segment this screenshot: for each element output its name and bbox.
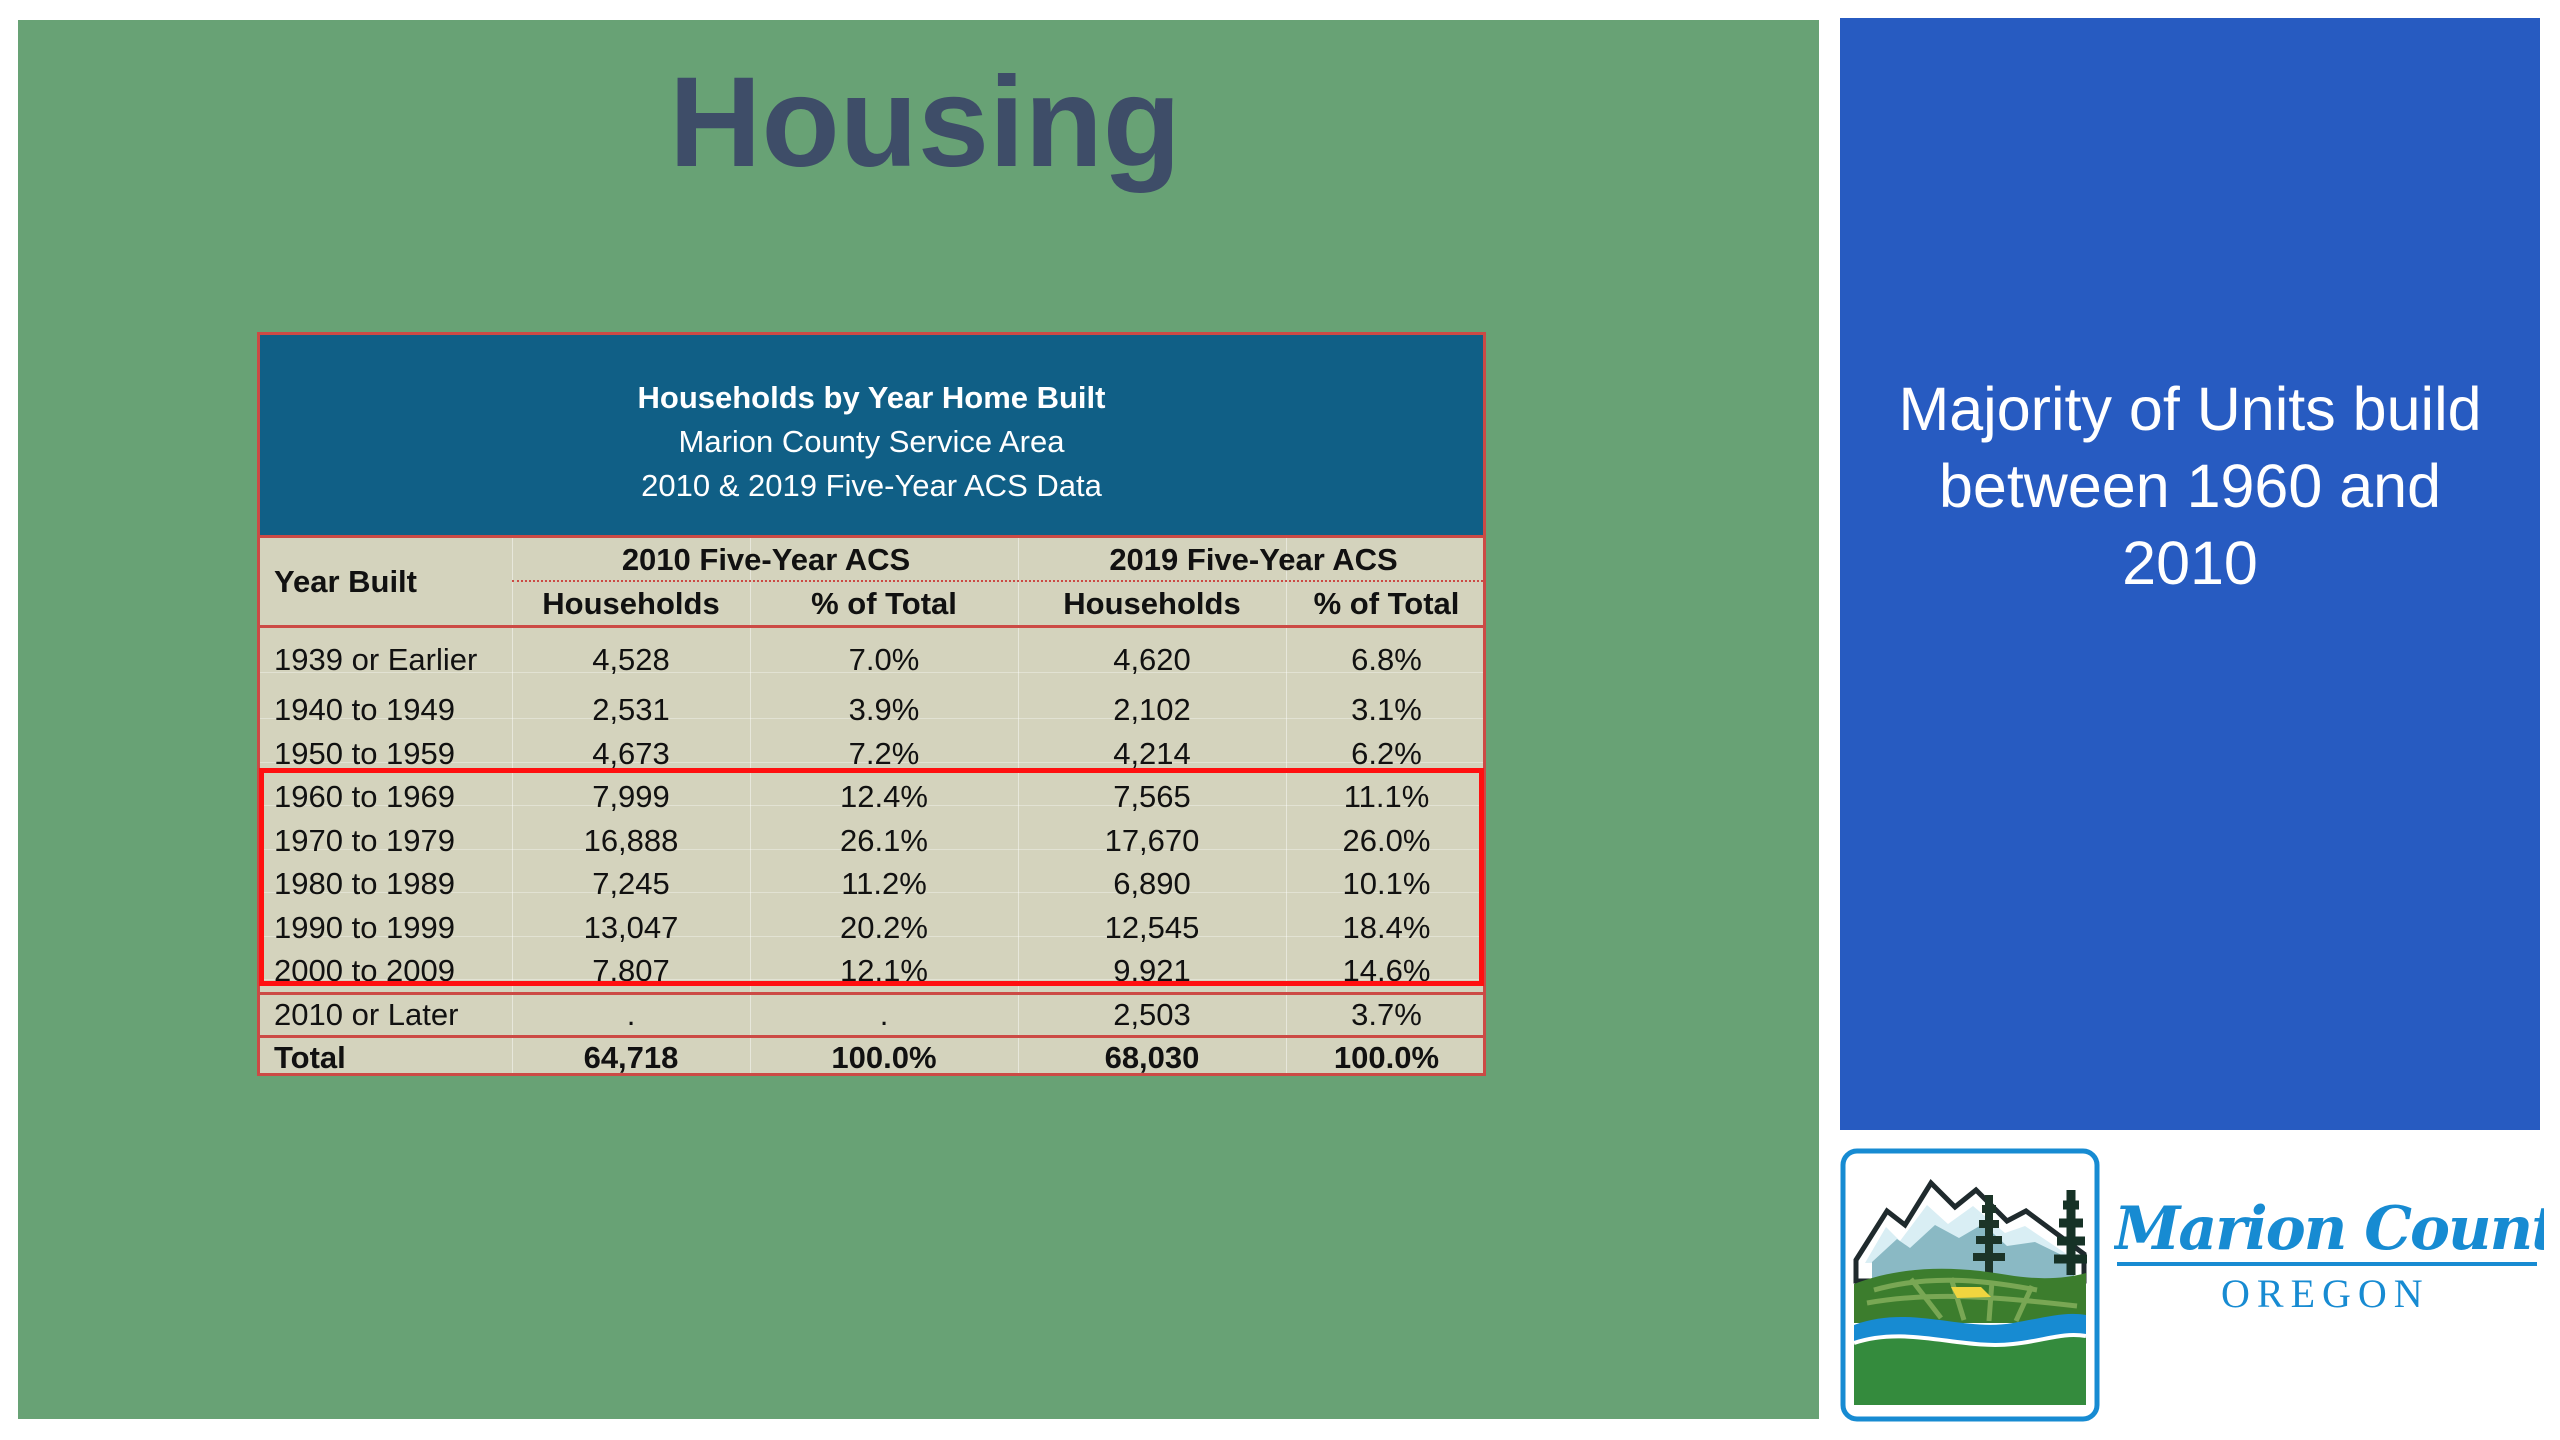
table-row-divider <box>260 892 1483 893</box>
table-column-divider <box>1286 536 1287 1073</box>
table-source: 2010 & 2019 Five-Year ACS Data <box>641 468 1102 503</box>
header-bottom-border <box>260 535 1483 538</box>
households-2019-cell: 2,102 <box>1113 692 1191 727</box>
table-row: 1940 to 1949 2,531 3.9% 2,102 3.1% <box>260 688 1483 731</box>
households-2010-cell: 7,807 <box>592 953 670 988</box>
households-by-year-built-table: Households by Year Home Built Marion Cou… <box>257 332 1486 1076</box>
table-row-divider <box>260 762 1483 763</box>
table-row: 1950 to 1959 4,673 7.2% 4,214 6.2% <box>260 732 1483 775</box>
table-column-divider <box>512 536 513 1073</box>
acs-2019-header: 2019 Five-Year ACS <box>1109 542 1398 577</box>
column-header-bottom-border <box>260 625 1483 628</box>
logo-underline <box>2117 1262 2537 1266</box>
percent-total-2019-header: % of Total <box>1313 586 1460 621</box>
households-2010-cell: 2,531 <box>592 692 670 727</box>
key-finding-text: Majority of Units build between 1960 and… <box>1898 375 2482 597</box>
table-subtitle: Marion County Service Area <box>678 424 1065 459</box>
households-2019-cell: 4,620 <box>1113 642 1191 677</box>
percent-total-2019-cell: 3.1% <box>1351 692 1422 727</box>
households-2010-cell: 13,047 <box>583 910 679 945</box>
percent-total-2010-cell: 12.1% <box>840 953 928 988</box>
total-top-border <box>260 992 1483 995</box>
percent-total-2019-cell: 6.2% <box>1351 736 1422 771</box>
table-row: 1990 to 1999 13,047 20.2% 12,545 18.4% <box>260 906 1483 949</box>
households-2019-cell: 4,214 <box>1113 736 1191 771</box>
percent-total-2010-cell: . <box>879 997 889 1032</box>
households-2010-cell: . <box>626 997 636 1032</box>
households-2019-cell: 17,670 <box>1104 823 1200 858</box>
percent-total-2019-cell: 6.8% <box>1351 642 1422 677</box>
year-built-cell: 2010 or Later <box>274 997 459 1032</box>
table-row: 1980 to 1989 7,245 11.2% 6,890 10.1% <box>260 862 1483 905</box>
table-row: 1960 to 1969 7,999 12.4% 7,565 11.1% <box>260 775 1483 818</box>
households-2010-cell: 7,245 <box>592 866 670 901</box>
table-row-divider <box>260 936 1483 937</box>
percent-total-2019-cell: 10.1% <box>1342 866 1431 901</box>
percent-total-2019-cell: 14.6% <box>1342 953 1431 988</box>
year-built-cell: 1980 to 1989 <box>274 866 456 901</box>
percent-total-2010-header: % of Total <box>811 586 957 621</box>
table-row-divider <box>260 805 1483 806</box>
households-2010-cell: 16,888 <box>583 823 679 858</box>
households-2019-cell: 68,030 <box>1104 1040 1200 1075</box>
table-row: 2000 to 2009 7,807 12.1% 9,921 14.6% <box>260 949 1483 992</box>
slide-title: Housing <box>669 51 1181 194</box>
table-header: Households by Year Home Built Marion Cou… <box>260 335 1483 536</box>
households-2019-cell: 9,921 <box>1113 953 1191 988</box>
marion-county-logo: Marion County OREGON <box>1839 1147 2544 1430</box>
acs-2010-header: 2010 Five-Year ACS <box>621 542 911 577</box>
percent-total-2010-cell: 26.1% <box>840 823 928 858</box>
households-2019-header: Households <box>1063 586 1241 621</box>
year-built-cell: 1960 to 1969 <box>274 779 456 814</box>
mountain-field-river-icon <box>1840 1148 2100 1422</box>
table-row: 1939 or Earlier 4,528 7.0% 4,620 6.8% <box>260 638 1483 681</box>
households-2010-cell: 4,528 <box>592 642 670 677</box>
households-2019-cell: 7,565 <box>1113 779 1191 814</box>
table-row: 1970 to 1979 16,888 26.1% 17,670 26.0% <box>260 819 1483 862</box>
households-2019-cell: 2,503 <box>1113 997 1191 1032</box>
table-row-divider <box>260 849 1483 850</box>
table-row: 2010 or Later . . 2,503 3.7% <box>260 993 1483 1036</box>
key-finding-panel: Majority of Units build between 1960 and… <box>1840 18 2540 1130</box>
year-built-cell: Total <box>274 1040 346 1075</box>
logo-state-name: OREGON <box>2221 1271 2430 1316</box>
households-2019-cell: 12,545 <box>1104 910 1200 945</box>
table-title: Households by Year Home Built <box>637 380 1106 415</box>
percent-total-2010-cell: 7.0% <box>848 642 920 677</box>
percent-total-2010-cell: 11.2% <box>841 866 927 901</box>
acs-header-divider <box>512 580 1483 582</box>
percent-total-2010-cell: 12.4% <box>840 779 928 814</box>
percent-total-2019-cell: 26.0% <box>1342 823 1431 858</box>
year-built-cell: 1939 or Earlier <box>274 642 478 677</box>
table-total-row: Total 64,718 100.0% 68,030 100.0% <box>260 1036 1483 1075</box>
table-column-divider <box>750 536 751 1073</box>
table-row-divider <box>260 718 1483 719</box>
households-2010-cell: 64,718 <box>583 1040 679 1075</box>
year-built-cell: 2000 to 2009 <box>274 953 456 988</box>
households-2010-cell: 7,999 <box>592 779 670 814</box>
percent-total-2010-cell: 7.2% <box>848 736 920 771</box>
table-column-divider <box>1018 536 1019 1073</box>
table-row-divider <box>260 979 1483 980</box>
percent-total-2010-cell: 20.2% <box>840 910 928 945</box>
households-2010-header: Households <box>542 586 720 621</box>
percent-total-2019-cell: 11.1% <box>1343 779 1430 814</box>
logo-county-name: Marion County <box>2114 1199 2544 1259</box>
households-2019-cell: 6,890 <box>1113 866 1191 901</box>
percent-total-2010-cell: 3.9% <box>848 692 920 727</box>
percent-total-2019-cell: 18.4% <box>1342 910 1431 945</box>
year-built-cell: 1950 to 1959 <box>274 736 456 771</box>
total-second-border <box>260 1035 1483 1038</box>
year-built-cell: 1970 to 1979 <box>274 823 456 858</box>
households-2010-cell: 4,673 <box>592 736 670 771</box>
table-row-divider <box>260 672 1483 673</box>
percent-total-2010-cell: 100.0% <box>831 1040 937 1075</box>
year-built-cell: 1940 to 1949 <box>274 692 456 727</box>
percent-total-2019-cell: 3.7% <box>1351 997 1422 1032</box>
year-built-cell: 1990 to 1999 <box>274 910 456 945</box>
percent-total-2019-cell: 100.0% <box>1333 1040 1440 1075</box>
year-built-header: Year Built <box>274 564 417 599</box>
